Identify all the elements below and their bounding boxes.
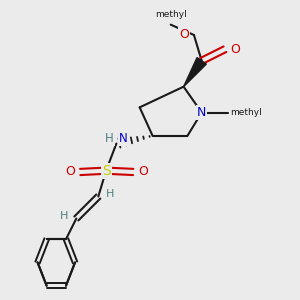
Text: N: N	[119, 132, 128, 145]
Text: H: H	[60, 211, 69, 221]
Text: H: H	[106, 189, 114, 199]
Text: methyl: methyl	[155, 10, 187, 19]
Text: O: O	[138, 166, 148, 178]
Text: H: H	[105, 132, 114, 145]
Text: O: O	[179, 28, 189, 41]
Text: O: O	[65, 166, 75, 178]
Polygon shape	[184, 58, 206, 87]
Text: N: N	[197, 106, 206, 119]
Text: S: S	[102, 164, 110, 178]
Text: methyl: methyl	[230, 108, 262, 117]
Text: O: O	[231, 43, 241, 56]
